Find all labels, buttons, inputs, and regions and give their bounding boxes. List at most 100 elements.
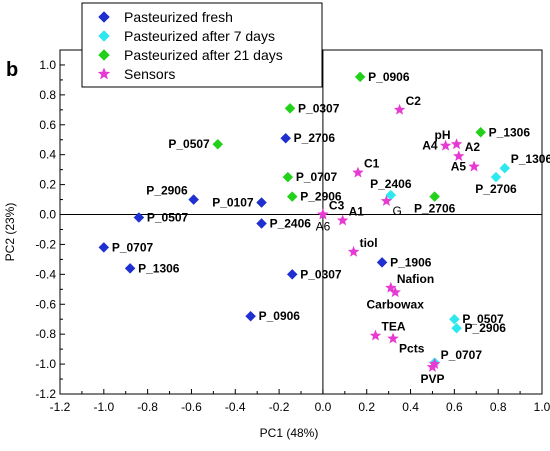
y-axis-title: PC2 (23%) [3, 203, 17, 262]
pasteurized-fresh-point [256, 197, 267, 208]
sensors-point [389, 286, 401, 298]
pasteurized-after-7-days-point-label: P_2906 [465, 321, 507, 335]
y-tick-label: 0.6 [39, 118, 56, 132]
x-axis-title: PC1 (48%) [260, 426, 319, 440]
legend-marker-pasteurized-after-7-days [98, 30, 110, 42]
sensors-point [336, 214, 349, 226]
pasteurized-after-21-days-point-label: P_2706 [414, 202, 456, 216]
legend-label-pasteurized-fresh: Pasteurized fresh [124, 9, 233, 25]
pasteurized-fresh-point-label: P_2406 [270, 216, 312, 230]
y-tick-label: -0.6 [35, 297, 56, 311]
pasteurized-after-21-days-point [284, 102, 296, 114]
legend-marker-pasteurized-after-21-days [98, 49, 110, 61]
sensors-point-label: Nafion [397, 272, 434, 286]
sensors-point-label: A5 [451, 160, 467, 174]
pasteurized-after-7-days-point-label: P_1306 [511, 152, 550, 166]
x-tick-label: -0.6 [181, 400, 202, 414]
legend-marker-sensors [97, 67, 111, 80]
pasteurized-after-21-days-point [212, 138, 224, 150]
sensors-point [450, 138, 463, 150]
pasteurized-after-21-days-point-label: P_0507 [168, 137, 210, 151]
sensors-point-label: G [392, 204, 401, 218]
point-labels: P_2706P_2906P_0507P_0707P_1306P_0107P_24… [112, 70, 550, 386]
pasteurized-after-21-days-point-label: P_0307 [298, 101, 340, 115]
sensors-point [380, 195, 393, 206]
pasteurized-fresh-point-label: P_2906 [146, 184, 188, 198]
x-tick-label: 0.6 [446, 400, 463, 414]
x-tick-label: -0.2 [269, 400, 290, 414]
x-tick-label: -0.4 [225, 400, 246, 414]
legend-label-pasteurized-after-21-days: Pasteurized after 21 days [124, 47, 283, 63]
sensors-point-label: C3 [329, 199, 345, 213]
pasteurized-fresh-point [98, 242, 110, 253]
y-tick-label: 0.2 [39, 178, 56, 192]
y-tick-label: 0.0 [39, 208, 56, 222]
pasteurized-fresh-point [256, 218, 267, 229]
x-tick-label: -0.8 [137, 400, 158, 414]
x-tick-label: -1.0 [93, 400, 114, 414]
pasteurized-after-7-days-point-label: P_2406 [370, 177, 412, 191]
legend-label-pasteurized-after-7-days: Pasteurized after 7 days [124, 28, 275, 44]
pasteurized-fresh-point-label: P_0307 [300, 267, 342, 281]
legend-label-sensors: Sensors [124, 66, 175, 82]
sensors-point-label: A6 [316, 220, 331, 234]
x-tick-label: 0.4 [402, 400, 419, 414]
sensors-point-label: TEA [381, 320, 405, 334]
sensors-point [453, 150, 465, 162]
data-points [98, 71, 511, 372]
pasteurized-after-21-days-point [475, 126, 487, 138]
y-tick-label: -1.0 [35, 357, 56, 371]
sensors-point [347, 245, 360, 257]
pasteurized-fresh-point [188, 194, 199, 205]
panel-letter: b [6, 59, 18, 81]
y-tick-label: 0.8 [39, 88, 56, 102]
pasteurized-after-7-days-point [499, 162, 511, 174]
sensors-point [385, 281, 397, 293]
y-tick-label: 1.0 [39, 58, 56, 72]
sensors-point-label: A4 [422, 139, 438, 153]
pasteurized-after-7-days-point-label: P_0507 [462, 312, 504, 326]
sensors-point-label: C1 [364, 157, 380, 171]
legend-box [81, 2, 323, 88]
sensors-point-label: P_0707 [441, 348, 483, 362]
pasteurized-after-21-days-point [354, 71, 366, 83]
sensors-point-label: Pcts [399, 342, 425, 356]
sensors-point-label: pH [435, 128, 451, 142]
pasteurized-fresh-point [245, 310, 256, 322]
x-tick-label: 1.0 [534, 400, 550, 414]
y-tick-label: 0.4 [39, 148, 56, 162]
pasteurized-after-21-days-point-label: P_2906 [300, 190, 342, 204]
pasteurized-fresh-point-label: P_0107 [212, 196, 254, 210]
pasteurized-fresh-point [124, 263, 136, 274]
x-tick-label: 0.2 [358, 400, 375, 414]
pasteurized-after-21-days-point [286, 191, 298, 202]
pasteurized-fresh-point-label: P_1906 [390, 255, 432, 269]
pasteurized-after-21-days-point-label: P_1306 [489, 125, 531, 139]
pasteurized-fresh-point-label: P_0707 [112, 240, 154, 254]
sensors-point [428, 358, 441, 369]
axes: -1.2 -1.0 -0.8 -0.6 -0.4 -0.2 0.0 0.2 0.4 0.6 0.8 1… [3, 49, 550, 440]
pasteurized-after-21-days-point [282, 171, 294, 183]
x-tick-label: -1.2 [50, 400, 71, 414]
sensors-point [387, 332, 399, 344]
pasteurized-fresh-point-label: P_2706 [294, 131, 336, 145]
sensors-point-label: Carbowax [367, 297, 425, 311]
sensors-point [439, 139, 452, 151]
sensors-point [317, 208, 329, 220]
legend: Pasteurized fresh Pasteurized after 7 day… [81, 2, 323, 88]
pasteurized-after-7-days-point [451, 322, 462, 334]
pasteurized-fresh-point-label: P_1306 [138, 261, 180, 275]
sensors-point-label: PVP [420, 372, 444, 386]
pasteurized-fresh-point [280, 132, 292, 144]
x-tick-label: 0.0 [315, 400, 332, 414]
sensors-point-label: A1 [349, 205, 365, 219]
pasteurized-after-21-days-point-label: P_0906 [368, 70, 410, 84]
sensors-point-label: A2 [465, 140, 481, 154]
pasteurized-fresh-point-label: P_0906 [259, 309, 301, 323]
x-tick-label: 0.8 [490, 400, 507, 414]
sensors-point [426, 361, 439, 372]
sensors-point [393, 103, 406, 115]
pasteurized-after-7-days-point [449, 313, 460, 325]
